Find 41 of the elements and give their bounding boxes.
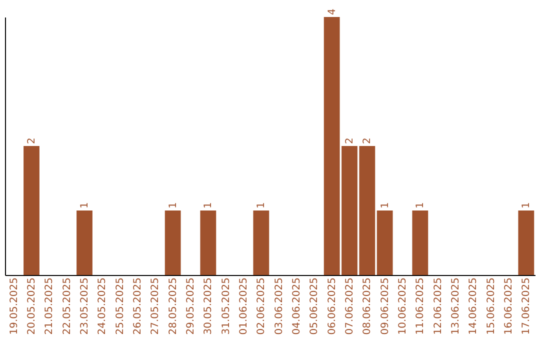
x-tick-label: 25.05.2025 <box>114 278 126 335</box>
data-label: 2 <box>362 138 374 144</box>
x-tick-label: 27.05.2025 <box>150 278 162 335</box>
x-tick-label: 03.06.2025 <box>274 278 285 335</box>
x-tick-label: 06.06.2025 <box>326 278 338 335</box>
x-tick-label: 29.05.2025 <box>186 278 196 335</box>
data-label: 1 <box>256 202 268 208</box>
data-label: 1 <box>415 202 426 208</box>
data-label: 2 <box>344 138 356 144</box>
x-tick-label: 20.05.2025 <box>26 278 38 335</box>
x-tick-label: 15.06.2025 <box>486 278 497 335</box>
x-tick-label: 01.06.2025 <box>238 278 250 335</box>
x-tick-label: 04.06.2025 <box>292 278 302 335</box>
x-tick-label: 24.05.2025 <box>97 278 108 335</box>
x-tick-label: 31.05.2025 <box>220 278 232 335</box>
x-tick-label: 16.06.2025 <box>504 278 514 335</box>
x-tick-label: 08.06.2025 <box>362 278 374 335</box>
data-label: 1 <box>80 202 90 208</box>
x-tick-label: 22.05.2025 <box>62 278 73 335</box>
x-tick-label: 19.05.2025 <box>8 278 20 335</box>
x-tick-label: 02.06.2025 <box>256 278 268 335</box>
x-tick-label: 12.06.2025 <box>432 278 444 335</box>
x-tick-label: 11.06.2025 <box>415 278 426 335</box>
x-tick-label: 13.06.2025 <box>450 278 462 335</box>
data-label: 1 <box>380 202 391 208</box>
x-tick-label: 28.05.2025 <box>168 278 179 335</box>
x-tick-label: 09.06.2025 <box>380 278 391 335</box>
data-label: 1 <box>168 202 179 208</box>
x-tick-label: 23.05.2025 <box>80 278 90 335</box>
x-tick-label: 10.06.2025 <box>398 278 408 335</box>
x-tick-label: 17.06.2025 <box>521 278 532 335</box>
x-tick-label: 05.06.2025 <box>309 278 320 335</box>
x-tick-label: 30.05.2025 <box>203 278 214 335</box>
x-tick-label: 07.06.2025 <box>344 278 356 335</box>
data-label: 4 <box>326 8 338 15</box>
data-label: 2 <box>26 138 38 144</box>
data-label: 1 <box>203 202 214 208</box>
x-tick-label: 21.05.2025 <box>44 278 56 335</box>
x-tick-label: 14.06.2025 <box>468 278 480 335</box>
data-label: 1 <box>521 202 532 208</box>
x-tick-label: 26.05.2025 <box>132 278 144 335</box>
